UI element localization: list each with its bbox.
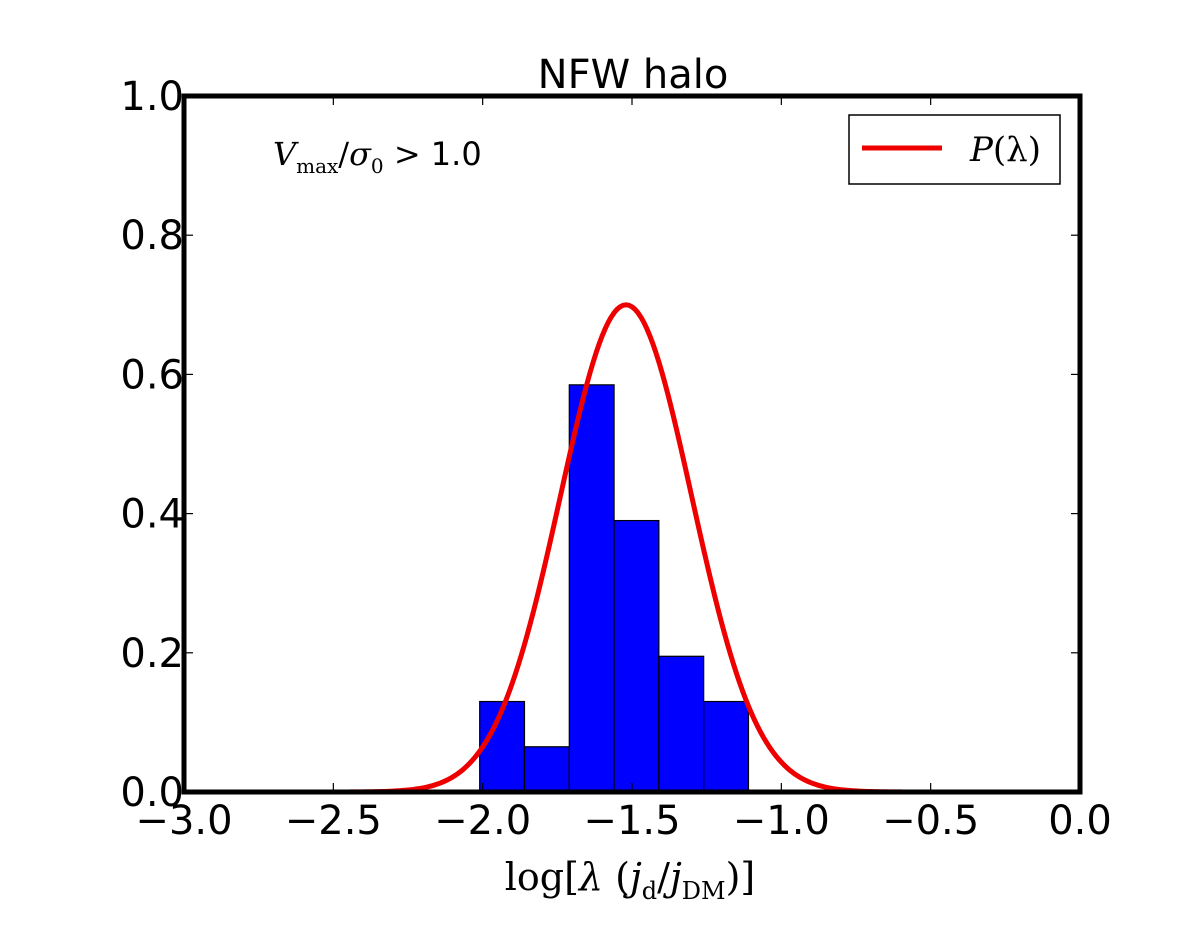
x-axis-label-close: )] bbox=[726, 855, 756, 899]
histogram-bar-6 bbox=[703, 700, 750, 793]
y-tick-label: 0.8 bbox=[120, 213, 184, 259]
x-axis-label-paren: ( bbox=[603, 855, 630, 899]
y-tick-label: 0.2 bbox=[120, 631, 184, 677]
legend: P(λ) bbox=[848, 114, 1061, 185]
vmax-annotation: Vmax/σ0 > 1.0 bbox=[273, 135, 482, 178]
annotation-slash: / bbox=[338, 135, 349, 173]
bars-group bbox=[479, 384, 750, 793]
x-axis-label-sub-d: d bbox=[642, 877, 657, 905]
y-tick-labels: 0.0 0.2 0.4 0.6 0.8 1.0 bbox=[120, 74, 184, 816]
x-tick-labels: −3.0 −2.5 −2.0 −1.5 −1.0 −0.5 0.0 bbox=[135, 798, 1111, 844]
x-axis-label-sub-dm: DM bbox=[682, 877, 726, 905]
x-tick-label: 0.0 bbox=[1048, 798, 1112, 844]
x-tick-label: −0.5 bbox=[882, 798, 979, 844]
annotation-v: V bbox=[273, 135, 299, 173]
annotation-value: 1.0 bbox=[431, 135, 482, 173]
x-tick-label: −2.0 bbox=[434, 798, 531, 844]
histogram-bar-1 bbox=[479, 700, 526, 793]
y-tick-label: 0.6 bbox=[120, 352, 184, 398]
x-tick-label: −3.0 bbox=[135, 798, 232, 844]
annotation-sub-0: 0 bbox=[371, 154, 384, 178]
y-tick-label: 1.0 bbox=[120, 74, 184, 120]
x-axis-label-slash: / bbox=[657, 855, 670, 899]
histogram-bar-4 bbox=[613, 519, 660, 793]
legend-label-p: P bbox=[969, 130, 994, 170]
chart-title: NFW halo bbox=[538, 52, 729, 98]
legend-label-arg: (λ) bbox=[993, 130, 1041, 170]
histogram-bar-2 bbox=[523, 746, 570, 793]
y-tick-label: 0.4 bbox=[120, 492, 184, 538]
x-tick-label: −1.0 bbox=[733, 798, 830, 844]
histogram-bar-5 bbox=[658, 655, 705, 793]
histogram-bar-3 bbox=[568, 384, 615, 793]
legend-label: P(λ) bbox=[969, 130, 1041, 170]
p-lambda-curve bbox=[330, 302, 934, 795]
annotation-sigma: σ bbox=[349, 135, 372, 173]
x-axis-label-prefix: log[ bbox=[505, 855, 579, 899]
x-tick-label: −1.5 bbox=[583, 798, 680, 844]
annotation-gt: > bbox=[384, 135, 431, 173]
x-axis-label: log[λ (jd/jDM)] bbox=[505, 855, 755, 905]
x-axis-label-lambda: λ bbox=[577, 855, 603, 899]
x-tick-label: −2.5 bbox=[285, 798, 382, 844]
axes-frame bbox=[181, 93, 1083, 795]
y-tick-label: 0.0 bbox=[120, 770, 184, 816]
annotation-sub-max: max bbox=[296, 154, 339, 178]
